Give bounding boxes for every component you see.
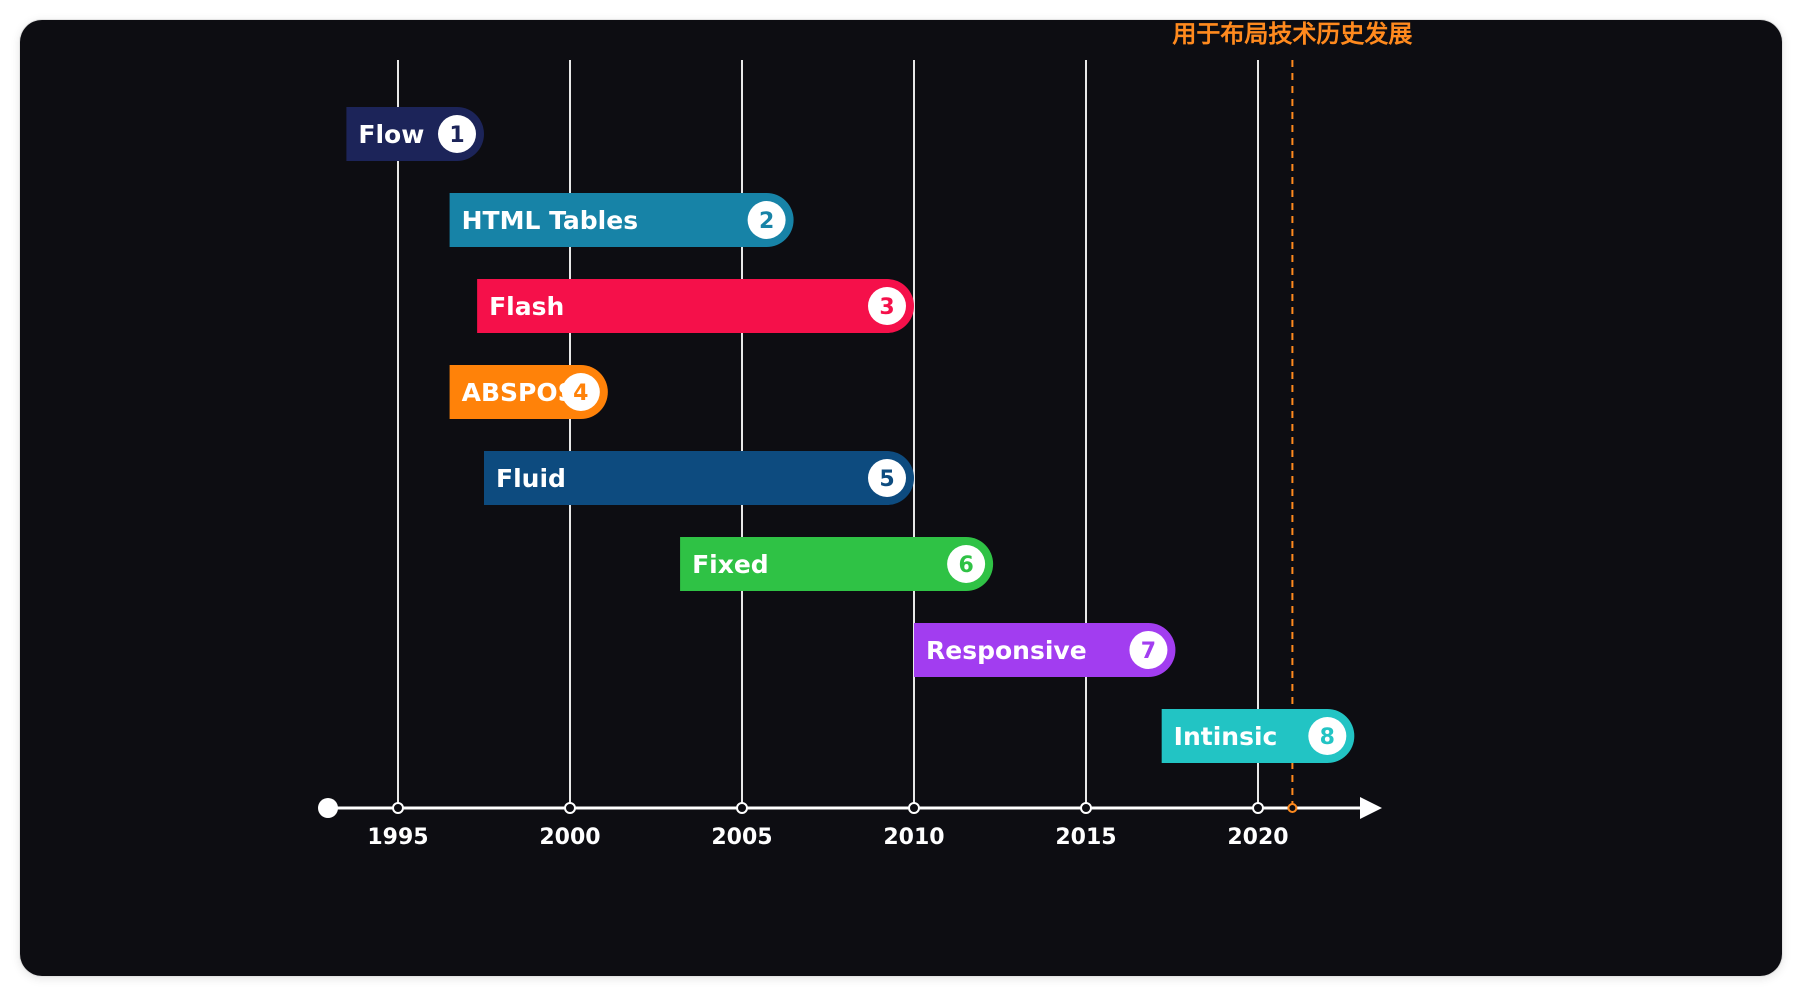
- tick-label-1995: 1995: [367, 825, 428, 850]
- bar-intinsic: Intinsic 8: [1161, 709, 1355, 763]
- tick-label-2000: 2000: [539, 825, 600, 850]
- axis-tick-2020: [1252, 802, 1264, 814]
- bar-badge-number: 6: [958, 553, 973, 578]
- tick-label-2015: 2015: [1055, 825, 1116, 850]
- bar-badge: [947, 545, 986, 583]
- axis-tick-2005: [736, 802, 748, 814]
- axis-origin-dot: [318, 798, 338, 818]
- bar-badge-number: 1: [449, 123, 464, 148]
- bar-badge-number: 3: [879, 295, 894, 320]
- bar-shape: [449, 193, 794, 247]
- tick-label-2020: 2020: [1227, 825, 1288, 850]
- bar-badge: [1129, 631, 1168, 669]
- axis-arrow: [1360, 797, 1382, 819]
- chart-frame: 用于布局技术历史发展 Flow 1 HTML Tables 2 Flash 3 ABSPOS…: [20, 20, 1782, 976]
- bar-badge: [747, 201, 786, 239]
- annotation-tick: [1287, 803, 1298, 813]
- bar-badge: [868, 459, 906, 497]
- annotation-text: 用于布局技术历史发展: [1172, 20, 1412, 48]
- bar-label: Fluid: [496, 464, 566, 493]
- bar-badge-number: 8: [1320, 725, 1335, 750]
- bar-label: Fixed: [692, 550, 769, 579]
- bar-responsive: Responsive 7: [914, 623, 1176, 677]
- bar-badge: [438, 115, 476, 153]
- tick-label-2010: 2010: [883, 825, 944, 850]
- bar-shape: [477, 279, 914, 333]
- bar-badge-number: 2: [759, 209, 774, 234]
- bar-shape: [914, 623, 1176, 677]
- bar-shape: [484, 451, 914, 505]
- bar-label: Flash: [489, 292, 564, 321]
- bar-html-tables: HTML Tables 2: [449, 193, 794, 247]
- bar-badge-number: 4: [573, 381, 588, 406]
- bar-label: Responsive: [926, 636, 1087, 665]
- bar-shape: [680, 537, 994, 591]
- bar-badge-number: 5: [879, 467, 894, 492]
- grid-layer: [397, 60, 1259, 808]
- tick-label-2005: 2005: [711, 825, 772, 850]
- axis-tick-1995: [392, 802, 404, 814]
- bar-label: ABSPOS: [462, 378, 576, 407]
- axis-tick-2010: [908, 802, 920, 814]
- timeline-chart: 用于布局技术历史发展 Flow 1 HTML Tables 2 Flash 3 ABSPOS…: [318, 20, 1412, 850]
- annotation-layer: 用于布局技术历史发展: [1172, 20, 1412, 808]
- axis-tick-2015: [1080, 802, 1092, 814]
- bar-badge: [1308, 717, 1347, 755]
- bar-flow: Flow 1: [346, 107, 484, 161]
- axis-tick-2000: [564, 802, 576, 814]
- bar-label: Flow: [358, 120, 424, 149]
- bar-fluid: Fluid 5: [484, 451, 914, 505]
- bar-label: HTML Tables: [462, 206, 638, 235]
- bar-flash: Flash 3: [477, 279, 914, 333]
- bar-badge-number: 7: [1141, 639, 1156, 664]
- bar-shape: [1161, 709, 1355, 763]
- bar-fixed: Fixed 6: [680, 537, 994, 591]
- bar-label: Intinsic: [1174, 722, 1278, 751]
- bar-badge: [868, 287, 906, 325]
- x-axis: 1995 2000 2005 2010 2015 2020: [318, 797, 1382, 850]
- bar-badge: [561, 373, 600, 411]
